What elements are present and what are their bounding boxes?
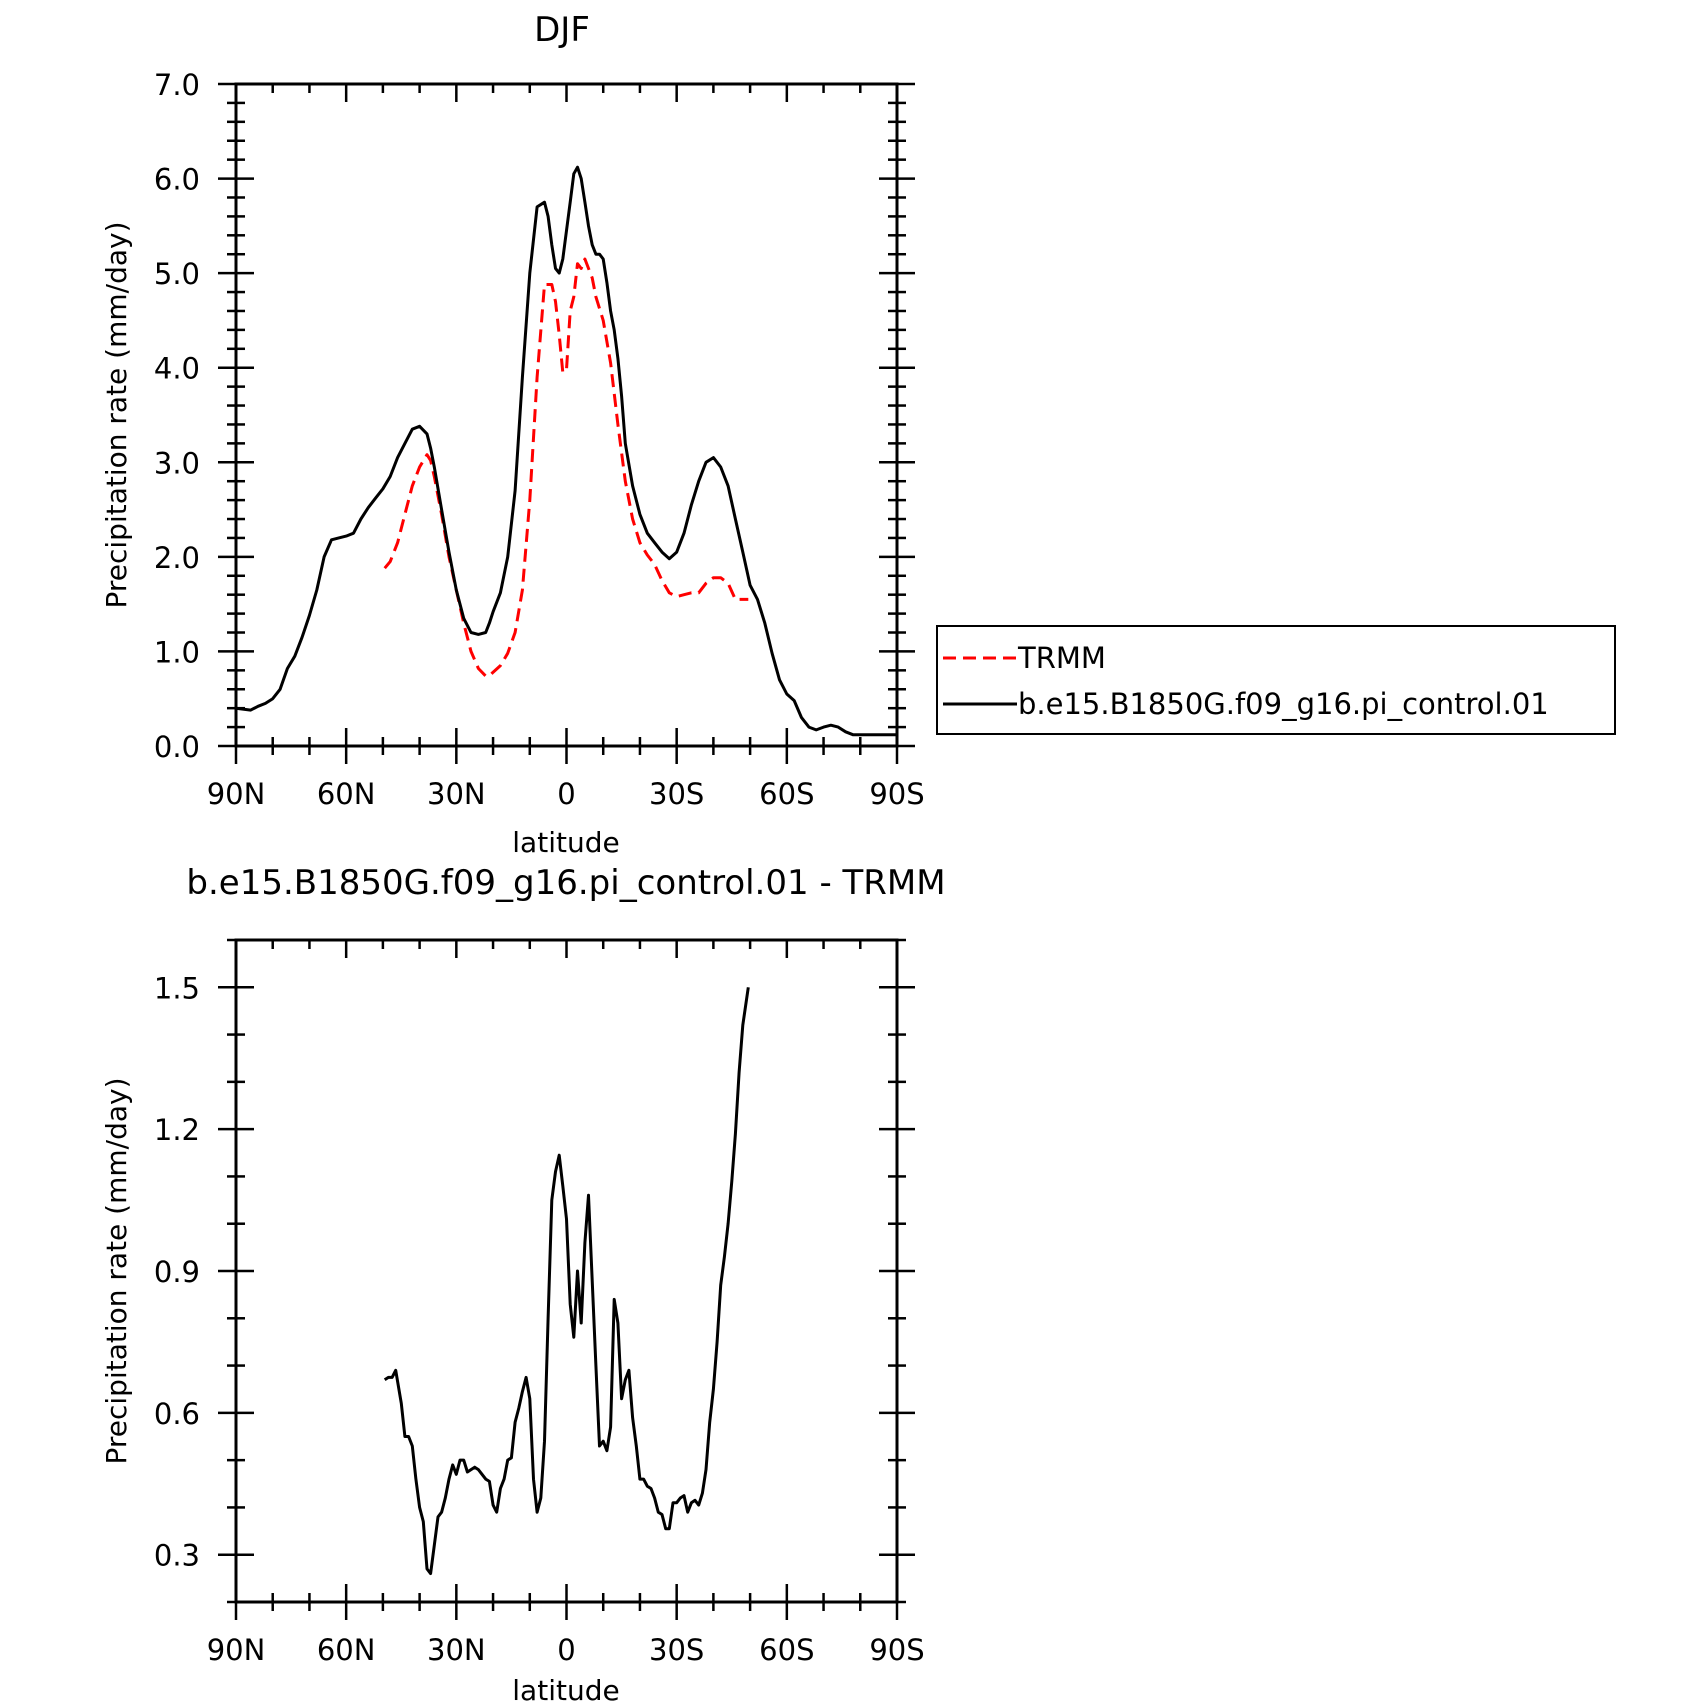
bottom-panel-y-tick-label: 0.9: [154, 1255, 200, 1289]
top-panel-x-tick-label: 30N: [427, 777, 486, 811]
top-panel-title: DJF: [534, 10, 590, 50]
top-panel-y-tick-label: 3.0: [154, 446, 200, 480]
bottom-panel-y-tick-label: 0.6: [154, 1397, 200, 1431]
top-panel-y-tick-label: 4.0: [154, 352, 200, 386]
bottom-panel-series: [383, 987, 750, 1576]
legend: TRMM b.e15.B1850G.f09_g16.pi_control.01: [936, 625, 1616, 735]
bottom-panel-x-tick-label: 60N: [317, 1633, 376, 1667]
bottom-panel-y-tick-label: 1.5: [154, 971, 200, 1005]
bottom-panel-title: b.e15.B1850G.f09_g16.pi_control.01 - TRM…: [186, 863, 945, 903]
bottom-panel-x-tick-label: 90S: [869, 1633, 924, 1667]
bottom-panel: b.e15.B1850G.f09_g16.pi_control.01 - TRM…: [100, 863, 946, 1702]
bottom-panel-y-axis-label: Precipitation rate (mm/day): [100, 1077, 133, 1464]
top-panel-series-line-1: [235, 165, 897, 737]
top-panel-y-tick-label: 6.0: [154, 163, 200, 197]
top-panel-y-tick-label: 7.0: [154, 68, 200, 102]
top-panel-x-axis-label: latitude: [512, 826, 619, 859]
top-panel-x-tick-label: 60S: [759, 777, 814, 811]
legend-box: [936, 625, 1616, 735]
bottom-panel-y-tick-label: 1.2: [154, 1113, 200, 1147]
bottom-panel-x-tick-label: 90N: [207, 1633, 266, 1667]
top-panel-axes: 90N 60N 30N 0 30S 60S 90S 0.0 1.0 2.0 3.0 4.0 5.0 6.0…: [154, 68, 925, 811]
bottom-panel-x-tick-label: 60S: [759, 1633, 814, 1667]
top-panel-y-tick-label: 1.0: [154, 635, 200, 669]
top-panel-x-tick-label: 90S: [869, 777, 924, 811]
bottom-panel-x-tick-label: 30N: [427, 1633, 486, 1667]
bottom-panel-y-tick-label: 0.3: [154, 1539, 200, 1573]
bottom-panel-axes: 90N 60N 30N 0 30S 60S 90S 0.3 0.6 0.9 1.2 1.5: [154, 938, 925, 1667]
top-panel-x-tick-label: 30S: [649, 777, 704, 811]
top-panel-y-axis-label: Precipitation rate (mm/day): [100, 221, 133, 608]
top-panel-y-tick-label: 2.0: [154, 541, 200, 575]
top-panel-x-tick-label: 0: [557, 777, 575, 811]
top-panel-x-tick-label: 60N: [317, 777, 376, 811]
top-panel-y-tick-label: 0.0: [154, 730, 200, 764]
legend-entry-trmm: TRMM: [1017, 641, 1106, 675]
bottom-panel-x-tick-label: 30S: [649, 1633, 704, 1667]
bottom-panel-x-tick-label: 0: [557, 1633, 575, 1667]
bottom-panel-x-axis-label: latitude: [512, 1674, 619, 1702]
top-panel-x-tick-label: 90N: [207, 777, 266, 811]
bottom-panel-series-line-0: [383, 987, 750, 1576]
top-panel-series: [235, 165, 897, 737]
top-panel-y-tick-label: 5.0: [154, 257, 200, 291]
top-panel: DJF 90N 60N 30N 0 30S 60S 90S 0.0 1.0 2.0 3.0 4.0 5.…: [100, 10, 1616, 859]
legend-entry-model: b.e15.B1850G.f09_g16.pi_control.01: [1018, 687, 1549, 721]
